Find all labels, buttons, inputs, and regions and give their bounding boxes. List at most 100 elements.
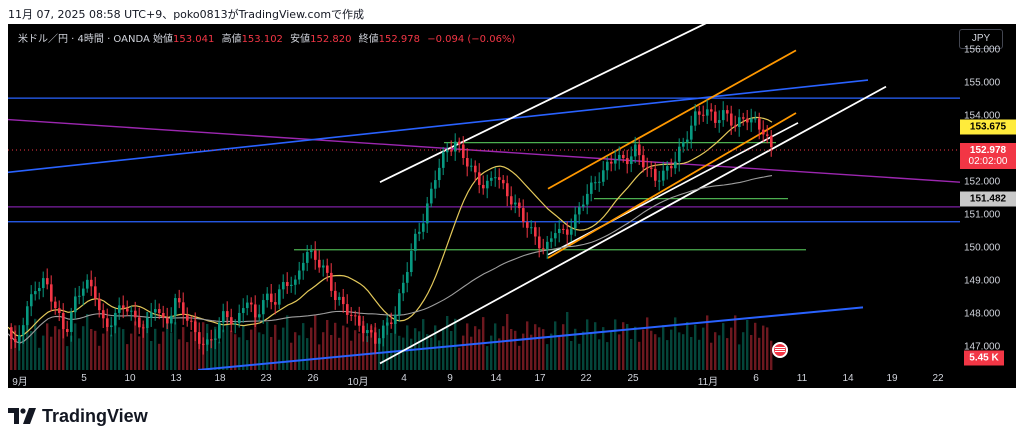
candle-body: [478, 172, 481, 185]
time-tick-label: 9: [447, 373, 453, 384]
volume-bar: [450, 331, 453, 370]
volume-bar: [474, 326, 477, 370]
candle-body: [442, 152, 445, 168]
volume-bar: [422, 319, 425, 370]
trendline-purple: [8, 118, 960, 183]
candle-body: [598, 181, 601, 183]
candle-body: [730, 113, 733, 126]
candle-body: [630, 156, 633, 165]
volume-bar: [238, 337, 241, 370]
volume-bar: [550, 333, 553, 370]
candle-body: [106, 318, 109, 327]
currency-button[interactable]: JPY: [959, 29, 1003, 49]
volume-bar: [718, 335, 721, 370]
candle-body: [494, 177, 497, 179]
candle-body: [258, 314, 261, 318]
volume-bar: [386, 318, 389, 370]
price-tick-label: 156.000: [964, 44, 1001, 56]
volume-bar: [702, 327, 705, 370]
volume-bar: [506, 314, 509, 370]
price-tick-label: 152.000: [964, 176, 1001, 188]
price-marker-value: 152.978: [969, 144, 1007, 156]
volume-bar: [18, 340, 21, 370]
candle-body: [74, 296, 77, 313]
volume-bar: [326, 320, 329, 370]
volume-bar: [78, 338, 81, 370]
volume-bar: [26, 316, 29, 370]
plot-area[interactable]: 米ドル／円 · 4時間 · OANDA 始値153.041 高値153.102 …: [8, 24, 960, 370]
volume-bar: [402, 337, 405, 370]
volume-bar: [382, 330, 385, 370]
candle-body: [362, 325, 365, 334]
volume-bar: [554, 321, 557, 370]
candle-body: [34, 291, 37, 295]
volume-bar: [582, 331, 585, 370]
volume-bar: [514, 330, 517, 370]
volume-bar: [638, 341, 641, 370]
volume-bar: [366, 336, 369, 370]
candle-body: [722, 110, 725, 121]
volume-bar: [38, 347, 41, 370]
volume-bar: [546, 344, 549, 370]
volume-bar: [90, 329, 93, 370]
volume-bar: [306, 338, 309, 370]
volume-bar: [670, 329, 673, 370]
candle-body: [10, 327, 13, 340]
trendline-blue-lower: [197, 306, 864, 370]
candle-body: [762, 129, 765, 135]
us-flag-event-icon[interactable]: [772, 342, 788, 358]
candle-body: [634, 144, 637, 157]
price-axis[interactable]: 156.000155.000154.000153.000152.000151.0…: [960, 24, 1016, 388]
close-label: 終値: [358, 34, 379, 45]
volume-bar: [710, 342, 713, 370]
volume-bar: [190, 331, 193, 370]
volume-bar: [174, 322, 177, 370]
candle-body: [694, 111, 697, 126]
candle-body: [462, 144, 465, 159]
volume-bar: [762, 325, 765, 370]
volume-value-label: 5.45 K: [964, 350, 1004, 366]
price-tick-label: 149.000: [964, 275, 1001, 287]
time-tick-label: 19: [886, 373, 898, 384]
volume-bar: [734, 315, 737, 370]
volume-bar: [138, 336, 141, 370]
volume-bar: [418, 331, 421, 370]
volume-bar: [634, 326, 637, 370]
chart-canvas: [8, 24, 960, 370]
volume-bar: [590, 332, 593, 370]
bar-countdown-timer: 02:02:00: [968, 155, 1008, 167]
candle-body: [354, 315, 357, 317]
candle-body: [610, 161, 613, 164]
candle-body: [514, 202, 517, 205]
candle-body: [406, 272, 409, 283]
candle-body: [178, 298, 181, 303]
candle-body: [206, 339, 209, 345]
candle-body: [166, 317, 169, 324]
candle-body: [146, 317, 149, 328]
trendline-blue-upper: [8, 79, 869, 174]
time-axis[interactable]: 9月 5 10 13 18 23 26 10月 4 9 14 17 22 25 11月 6 11 14 19 22: [8, 370, 960, 388]
candle-body: [414, 233, 417, 251]
volume-bar: [466, 323, 469, 370]
time-tick-label: 14: [842, 373, 854, 384]
volume-bar: [430, 337, 433, 370]
candle-body: [186, 315, 189, 321]
volume-bar: [354, 330, 357, 370]
candle-body: [510, 196, 513, 205]
channel-line-white-upper: [379, 24, 707, 183]
volume-bar: [262, 334, 265, 370]
volume-bar: [446, 316, 449, 370]
candle-body: [458, 141, 461, 145]
volume-bar: [362, 321, 365, 370]
candle-body: [626, 158, 629, 165]
candle-body: [490, 177, 493, 181]
candle-body: [646, 167, 649, 169]
volume-bar: [766, 327, 769, 370]
candle-body: [486, 180, 489, 189]
volume-bar: [502, 326, 505, 370]
candle-body: [26, 306, 29, 326]
candle-body: [182, 302, 185, 316]
volume-bar: [290, 342, 293, 370]
volume-bar: [478, 329, 481, 370]
volume-bar: [578, 343, 581, 370]
